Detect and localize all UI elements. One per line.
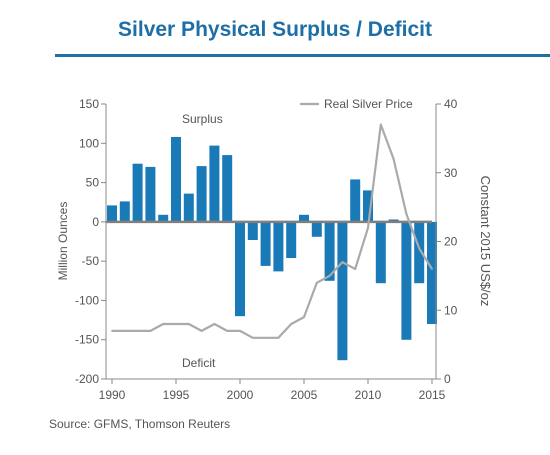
price-point-1990 (111, 330, 113, 332)
right-tick-label: 30 (444, 166, 458, 180)
bar-1991 (119, 201, 130, 222)
bar-2004 (286, 221, 297, 258)
right-tick-label: 0 (444, 372, 451, 386)
price-point-2006 (315, 281, 318, 284)
title-divider (55, 54, 550, 57)
left-tick-label: 0 (92, 215, 99, 229)
bar-1999 (222, 155, 233, 222)
annotation-surplus: Surplus (182, 112, 223, 126)
price-line (112, 123, 433, 339)
price-point-1998 (213, 323, 216, 325)
left-tick-label: 50 (86, 176, 100, 190)
price-point-2015 (431, 268, 433, 270)
bar-1992 (132, 163, 143, 222)
x-tick-label: 2010 (355, 388, 382, 402)
bar-2002 (260, 221, 271, 266)
bar-2014 (414, 221, 425, 284)
bar-2003 (273, 221, 284, 272)
left-tick-label: 100 (79, 136, 99, 150)
price-point-1992 (136, 330, 139, 332)
price-point-2001 (251, 336, 254, 339)
bar-2006 (311, 221, 322, 237)
bar-1998 (209, 145, 220, 222)
price-series (111, 123, 433, 339)
bar-1997 (196, 166, 207, 222)
price-point-1995 (175, 323, 177, 325)
x-tick-label: 1990 (99, 388, 126, 402)
right-tick-label: 20 (444, 235, 458, 249)
chart-labels: Real Silver Price Surplus Deficit Million O… (56, 97, 493, 370)
chart-title: Silver Physical Surplus / Deficit (118, 18, 432, 41)
price-point-1994 (162, 323, 165, 325)
bar-2013 (401, 221, 412, 340)
y-axis-title: Million Ounces (56, 202, 70, 281)
x-tick-label: 2005 (291, 388, 318, 402)
price-point-2004 (290, 323, 293, 325)
left-tick-label: -150 (75, 333, 99, 347)
price-point-2011 (379, 123, 382, 126)
left-tick-label: -100 (75, 293, 99, 307)
price-point-2002 (264, 336, 267, 339)
price-point-2009 (354, 268, 357, 270)
price-point-2005 (303, 316, 305, 318)
bar-1996 (183, 193, 194, 222)
right-tick-label: 10 (444, 303, 458, 317)
bar-2015 (427, 221, 437, 324)
bar-2009 (350, 179, 361, 222)
right-tick-label: 40 (444, 97, 458, 111)
bar-2007 (324, 221, 335, 281)
bar-2005 (299, 214, 309, 222)
left-tick-label: -50 (82, 254, 100, 268)
price-point-2000 (239, 330, 241, 332)
bar-1995 (171, 137, 181, 222)
price-point-2008 (341, 261, 344, 263)
bar-1993 (145, 166, 156, 222)
price-point-2012 (392, 158, 395, 160)
y2-axis-title: Constant 2015 US$/oz (478, 176, 493, 307)
price-point-1997 (200, 330, 203, 332)
price-point-2014 (418, 247, 421, 250)
price-point-2010 (367, 226, 369, 229)
price-point-1993 (149, 330, 152, 332)
left-tick-label: 150 (79, 97, 99, 111)
annotation-deficit: Deficit (182, 356, 216, 370)
x-tick-label: 2015 (419, 388, 446, 402)
x-tick-label: 2000 (227, 388, 254, 402)
price-point-1991 (123, 330, 126, 332)
bar-2008 (337, 221, 348, 361)
price-point-2013 (405, 213, 408, 215)
x-tick-label: 1995 (163, 388, 190, 402)
left-tick-label: -200 (75, 372, 99, 386)
bar-2000 (235, 221, 245, 317)
price-point-2007 (328, 275, 331, 277)
legend-label: Real Silver Price (324, 97, 413, 111)
bar-2001 (247, 221, 258, 240)
bar-2010 (363, 190, 373, 222)
bar-series (107, 137, 437, 361)
price-point-1999 (226, 330, 229, 332)
price-point-2003 (277, 336, 280, 339)
price-point-1996 (187, 323, 190, 325)
bar-1994 (158, 214, 169, 222)
bar-2011 (375, 221, 386, 284)
source-note: Source: GFMS, Thomson Reuters (49, 417, 231, 431)
bar-1990 (107, 205, 117, 222)
